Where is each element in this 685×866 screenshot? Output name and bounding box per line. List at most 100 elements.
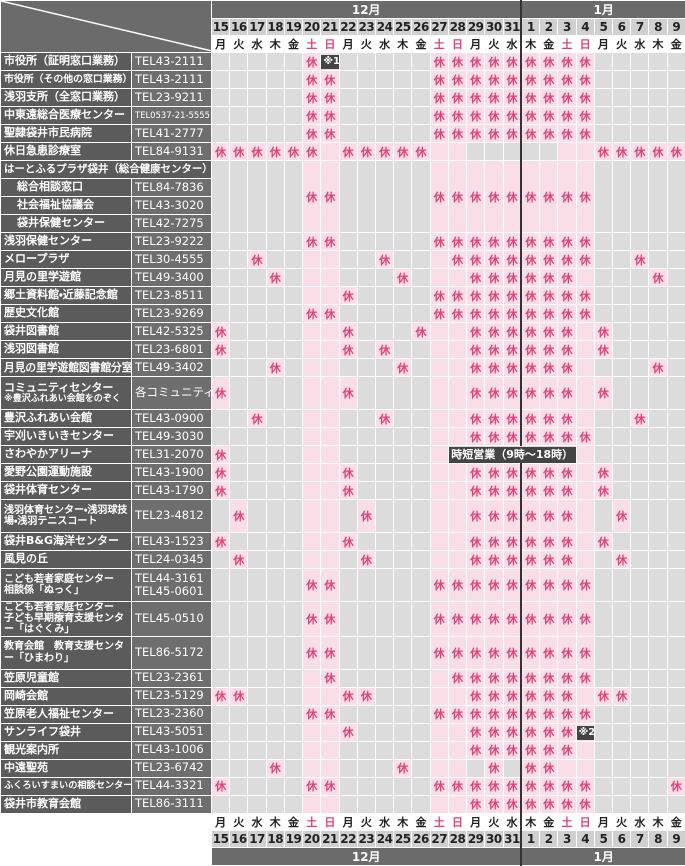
facility-label: 笠原児童館 [1, 669, 132, 687]
day-cell [212, 723, 230, 741]
day-cell [321, 795, 339, 813]
day-cell [339, 125, 357, 143]
day-cell [248, 287, 266, 305]
day-cell [631, 287, 649, 305]
closed-mark: 休 [430, 125, 448, 143]
day-cell [394, 125, 412, 143]
closed-mark: 休 [485, 269, 503, 287]
closed-mark: 休 [485, 359, 503, 377]
day-cell [230, 161, 248, 233]
closed-mark: 休 [485, 410, 503, 428]
closed-mark: 休 [448, 53, 466, 71]
weekday: 金 [667, 36, 685, 53]
day-cell [631, 125, 649, 143]
day-cell [212, 500, 230, 533]
day-cell [667, 410, 685, 428]
footnote-mark: ※1 [321, 55, 339, 69]
closed-mark: 休 [521, 305, 539, 323]
day-cell [248, 687, 266, 705]
day-cell [339, 428, 357, 446]
day-cell [339, 669, 357, 687]
day-cell [613, 464, 631, 482]
closed-mark: 休 [448, 233, 466, 251]
day-cell [448, 464, 466, 482]
weekday: 月 [339, 813, 357, 830]
day-cell [594, 233, 612, 251]
day-cell [321, 464, 339, 482]
day-cell [266, 305, 284, 323]
day-cell [248, 795, 266, 813]
day-cell [230, 602, 248, 637]
day-cell [594, 107, 612, 125]
closed-mark: 休 [448, 287, 466, 305]
closed-mark: 休 [467, 305, 485, 323]
day-cell [576, 551, 594, 569]
facility-label: 総合相談窓口 [1, 179, 132, 197]
day-cell [266, 464, 284, 482]
weekday: 土 [558, 813, 576, 830]
closed-mark: 休 [540, 482, 558, 500]
day-cell [212, 71, 230, 89]
closed-mark: 休 [521, 569, 539, 602]
month-label: 12月 [212, 847, 522, 865]
closed-mark: 休 [467, 777, 485, 795]
day-cell [412, 464, 430, 482]
day-number: 22 [339, 19, 357, 36]
day-cell [631, 161, 649, 233]
closed-mark: 休 [521, 89, 539, 107]
day-cell [394, 410, 412, 428]
day-cell [248, 53, 266, 71]
closed-mark: 休 [357, 687, 375, 705]
day-cell [667, 233, 685, 251]
closed-mark: 休 [540, 795, 558, 813]
closed-mark: 休 [558, 269, 576, 287]
day-cell [375, 533, 393, 551]
day-cell [576, 464, 594, 482]
weekday: 日 [576, 813, 594, 830]
day-cell [613, 759, 631, 777]
closed-mark: 休 [394, 269, 412, 287]
day-cell [357, 269, 375, 287]
closed-mark: 休 [448, 107, 466, 125]
day-cell [284, 777, 302, 795]
day-cell [266, 687, 284, 705]
day-cell [339, 269, 357, 287]
closed-mark: 休 [303, 233, 321, 251]
closed-mark: 休 [503, 287, 521, 305]
weekday: 水 [375, 813, 393, 830]
day-cell [430, 723, 448, 741]
day-cell [303, 287, 321, 305]
day-cell [594, 251, 612, 269]
closed-mark: 休 [521, 723, 539, 741]
closed-mark: 休 [212, 482, 230, 500]
weekday: 日 [321, 36, 339, 53]
closed-mark: 休 [667, 777, 685, 795]
day-cell [631, 323, 649, 341]
day-cell [266, 669, 284, 687]
day-cell [649, 636, 667, 669]
closed-mark: 休 [540, 359, 558, 377]
day-cell [339, 89, 357, 107]
day-number: 21 [321, 19, 339, 36]
closed-mark: 休 [448, 705, 466, 723]
facility-label: こども若者家庭センター 相談係「ぬっく」 [1, 569, 132, 602]
day-cell [248, 777, 266, 795]
day-number: 2 [540, 19, 558, 36]
day-cell [339, 551, 357, 569]
tel: TEL24-0345 [132, 551, 212, 569]
day-cell [248, 233, 266, 251]
day-cell [321, 551, 339, 569]
closed-mark: 休 [230, 500, 248, 533]
day-cell [266, 323, 284, 341]
day-cell [339, 410, 357, 428]
facility-group-label: はーとふるプラザ袋井（総合健康センター） [1, 161, 212, 179]
closed-mark: 休 [521, 669, 539, 687]
day-cell [594, 795, 612, 813]
day-cell [594, 551, 612, 569]
day-cell [339, 53, 357, 71]
weekday: 月 [212, 36, 230, 53]
